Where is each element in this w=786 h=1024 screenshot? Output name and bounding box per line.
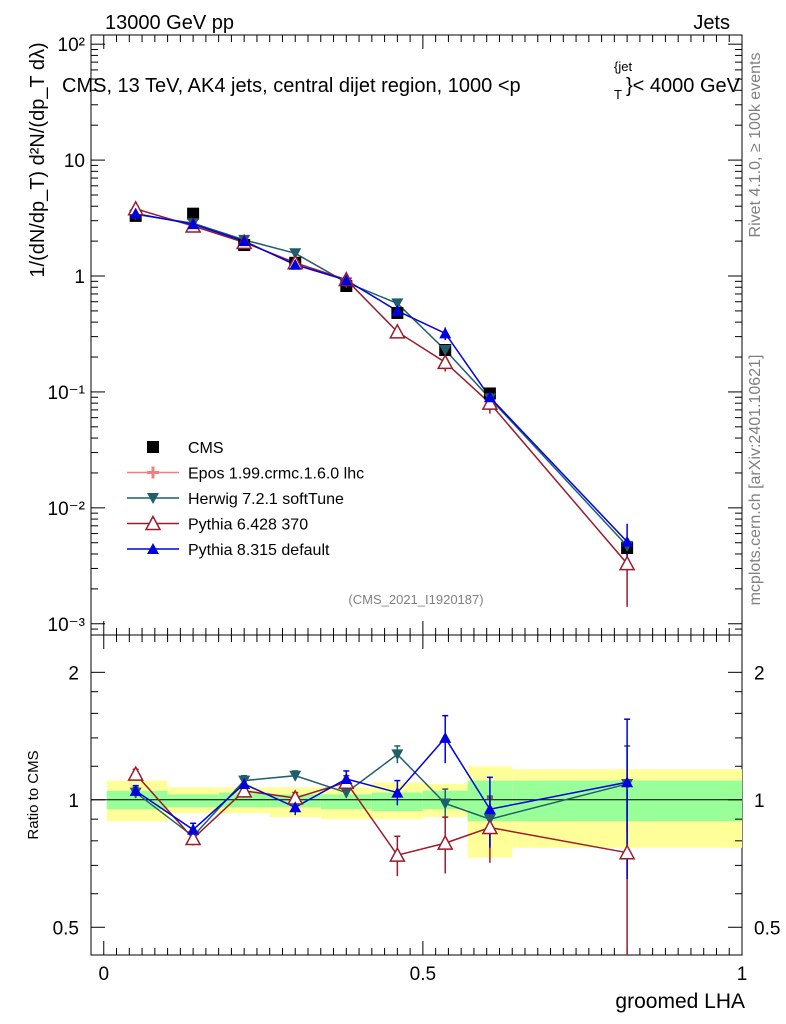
main-series	[127, 200, 636, 607]
main-ytick-label: 10⁻³	[48, 615, 86, 636]
series-point	[621, 535, 634, 547]
ratio-point	[235, 782, 253, 798]
ratio-ytick-label-right: 0.5	[754, 918, 780, 939]
legend-marker	[147, 466, 159, 479]
main-ytick-label: 10⁻¹	[48, 383, 86, 404]
ratio-ytick-label-right: 1	[754, 791, 765, 812]
ratio-axis-ticks: 0.5 0.5 1 1 2 2 0 0.5 1	[53, 635, 780, 985]
title-sup: {jet	[614, 59, 632, 74]
ratio-point	[618, 844, 636, 860]
ratio-point	[439, 798, 452, 810]
ratio-point	[389, 846, 406, 862]
legend-marker	[147, 493, 159, 504]
ratio-point	[187, 823, 200, 835]
series-point	[483, 391, 496, 403]
plot-title: CMS, 13 TeV, AK4 jets, central dijet reg…	[62, 59, 741, 102]
ratio-band-inner	[320, 794, 372, 810]
xtick-label: 1	[737, 964, 748, 985]
series-point	[439, 327, 452, 339]
ratio-ytick-label-right: 2	[754, 663, 765, 684]
legend-label: Pythia 6.428 370	[188, 517, 308, 534]
main-ylabel: 1/(dN/dp_T) d²N/(dp_T dλ)	[27, 42, 49, 277]
ratio-point	[238, 777, 251, 789]
ratio-point	[481, 818, 499, 835]
main-ylabel-text: 1/(dN/dp_T) d²N/(dp_T dλ)	[27, 42, 49, 277]
series-point	[389, 323, 406, 339]
series-point	[439, 345, 452, 357]
energy-label: 13000 GeV pp	[105, 12, 234, 34]
title-end: }< 4000 GeV	[626, 75, 741, 97]
ratio-point	[340, 772, 353, 784]
ratio-point	[436, 834, 454, 850]
main-ytick-label: 10⁻²	[48, 499, 86, 520]
main-axis-ticks: 10⁻³ 10⁻² 10⁻¹ 1 10 10²	[48, 35, 743, 636]
cms-point	[187, 207, 200, 220]
series-point	[436, 353, 454, 370]
ratio-ytick-label: 1	[68, 791, 79, 812]
ratio-point	[340, 787, 353, 799]
ratio-ylabel: Ratio to CMS	[25, 750, 42, 839]
main-ytick-label: 10²	[58, 35, 85, 56]
ratio-band-inner	[167, 794, 219, 808]
legend: CMS Epos 1.99.crmc.1.6.0 lhc Herwig 7.2.1 …	[127, 440, 364, 559]
rivet-label: Rivet 4.1.0, ≥ 100k events	[747, 53, 764, 238]
legend-label: Herwig 7.2.1 softTune	[188, 491, 344, 508]
analysis-id: (CMS_2021_I1920187)	[348, 592, 483, 607]
ratio-point	[289, 770, 302, 782]
series-point	[391, 298, 404, 310]
series-line	[135, 208, 628, 565]
ratio-point	[127, 765, 144, 781]
ratio-point	[129, 784, 142, 796]
legend-label: CMS	[188, 440, 224, 457]
ratio-point	[391, 786, 404, 798]
category-label: Jets	[693, 12, 730, 34]
title-main: CMS, 13 TeV, AK4 jets, central dijet reg…	[62, 75, 521, 97]
xtick-label: 0	[98, 964, 109, 985]
legend-marker	[144, 514, 162, 531]
ratio-point	[391, 749, 404, 761]
series-point	[129, 207, 142, 219]
legend-marker	[147, 441, 159, 453]
ratio-point	[184, 829, 202, 846]
series-point	[340, 274, 353, 286]
title-sub: T	[614, 87, 622, 102]
series-point	[391, 304, 404, 316]
ratio-point	[439, 731, 452, 743]
legend-label: Pythia 8.315 default	[188, 542, 330, 559]
legend-label: Epos 1.99.crmc.1.6.0 lhc	[188, 466, 364, 483]
ratio-point	[621, 776, 634, 788]
main-ytick-label: 1	[74, 267, 85, 288]
ratio-point	[289, 801, 302, 813]
xlabel: groomed LHA	[615, 990, 745, 1013]
ratio-series	[127, 714, 636, 955]
series-point	[289, 248, 302, 260]
series-point	[187, 218, 200, 230]
ratio-point	[483, 803, 496, 815]
ratio-ytick-label: 0.5	[53, 918, 79, 939]
series-point	[238, 235, 251, 247]
legend-marker	[147, 543, 159, 554]
xtick-label: 0.5	[410, 964, 436, 985]
ratio-ytick-label: 2	[68, 663, 79, 684]
main-ytick-label: 10	[64, 151, 85, 172]
series-point	[618, 555, 636, 571]
series-point	[481, 394, 499, 410]
series-point	[289, 258, 302, 270]
mcplots-label: mcplots.cern.ch [arXiv:2401.10621]	[747, 355, 764, 606]
